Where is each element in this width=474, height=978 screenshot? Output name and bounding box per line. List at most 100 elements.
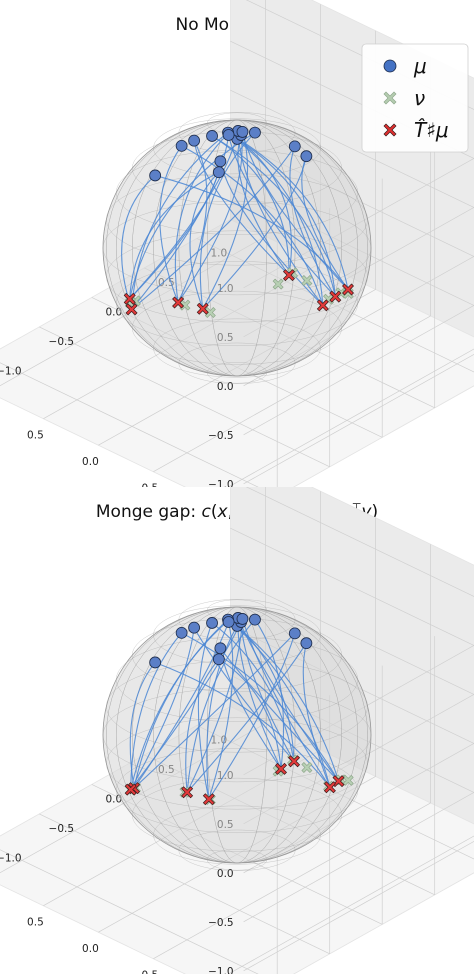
chart-svg-bottom: Monge gap: c(x, y) = arccos(x⊤y)−1.0−0.5… bbox=[0, 447, 474, 978]
transport-path bbox=[211, 622, 295, 762]
sphere-parallel bbox=[116, 748, 358, 833]
transport-path bbox=[219, 647, 339, 782]
mu-point bbox=[300, 150, 313, 163]
sphere-parallel bbox=[153, 805, 321, 865]
series-push bbox=[123, 269, 355, 316]
z-tick-label: −1.0 bbox=[208, 966, 234, 974]
transport-path bbox=[237, 617, 339, 782]
transport-path bbox=[155, 174, 349, 290]
x-tick-label: −0.5 bbox=[49, 336, 75, 348]
mu-point bbox=[175, 139, 188, 152]
mu-point bbox=[214, 642, 227, 655]
push-point bbox=[202, 793, 215, 806]
transport-path bbox=[236, 138, 292, 276]
transport-path bbox=[206, 625, 238, 800]
push-point bbox=[282, 269, 295, 282]
push-point bbox=[181, 786, 194, 799]
mu-point bbox=[188, 621, 200, 634]
nu-point bbox=[301, 762, 313, 774]
sphere-parallel bbox=[178, 829, 296, 871]
nu-point bbox=[272, 278, 284, 290]
chart-panel-no-monge-gap: No Monge gap−1.0−0.50.00.51.0−1.0−0.50.0… bbox=[0, 0, 474, 521]
series-push bbox=[124, 755, 345, 806]
sphere-parallel bbox=[116, 150, 358, 235]
transport-path bbox=[227, 132, 349, 290]
push-point bbox=[124, 783, 137, 796]
transport-path bbox=[174, 132, 230, 303]
transport-path bbox=[121, 175, 156, 310]
transport-path bbox=[241, 618, 331, 788]
transport-path bbox=[289, 146, 336, 297]
transport-path bbox=[302, 643, 331, 788]
x-tick-label: 0.0 bbox=[105, 306, 122, 318]
transport-path bbox=[130, 627, 195, 790]
mu-point bbox=[288, 627, 301, 640]
transport-path bbox=[177, 140, 208, 303]
nu-point bbox=[301, 275, 313, 287]
x-tick-label: 0.0 bbox=[105, 793, 122, 805]
transport-path bbox=[181, 145, 324, 306]
transport-path bbox=[130, 619, 230, 790]
push-point bbox=[342, 283, 355, 296]
legend-marker-push bbox=[383, 123, 397, 137]
chart-panel-monge-gap: Monge gap: c(x, y) = arccos(x⊤y)−1.0−0.5… bbox=[0, 447, 474, 978]
transport-path bbox=[129, 662, 156, 789]
mu-point bbox=[300, 637, 313, 650]
mu-point bbox=[236, 613, 249, 625]
y-tick-label: 0.0 bbox=[82, 943, 99, 955]
mu-point bbox=[222, 616, 235, 628]
transport-paths bbox=[129, 617, 340, 800]
transport-path bbox=[186, 642, 307, 793]
push-point bbox=[196, 302, 209, 315]
sphere-parallel bbox=[153, 318, 321, 378]
mu-point bbox=[149, 169, 162, 182]
series-mu bbox=[149, 612, 313, 669]
sphere-parallel bbox=[132, 777, 342, 852]
transport-path bbox=[227, 619, 331, 788]
mu-point bbox=[222, 129, 235, 141]
z-tick-label: −1.0 bbox=[208, 479, 234, 487]
transport-path bbox=[186, 618, 244, 793]
legend: μν T̂♯μ bbox=[361, 43, 469, 153]
push-point bbox=[275, 762, 288, 775]
z-tick-label: −0.5 bbox=[208, 430, 234, 442]
transport-path bbox=[199, 132, 256, 309]
sphere-parallel bbox=[153, 605, 321, 665]
sphere-parallel bbox=[207, 362, 267, 384]
sphere-parallel bbox=[132, 290, 342, 365]
legend-label: ν bbox=[414, 86, 425, 110]
mu-point bbox=[149, 656, 162, 669]
mu-point bbox=[249, 126, 261, 139]
legend-marker-nu bbox=[383, 91, 397, 105]
legend-marker-mu bbox=[383, 59, 397, 73]
mu-point bbox=[212, 653, 225, 666]
sphere-parallel bbox=[116, 637, 358, 722]
sphere-parallel bbox=[207, 849, 267, 871]
transport-path bbox=[197, 622, 213, 800]
sphere-wireframe bbox=[102, 112, 372, 384]
legend-label: T̂♯μ bbox=[414, 118, 449, 142]
y-tick-label: 0.0 bbox=[82, 456, 99, 468]
transport-path bbox=[211, 135, 290, 276]
y-tick-label: 0.5 bbox=[27, 917, 44, 929]
push-point bbox=[125, 303, 138, 316]
transport-path bbox=[185, 658, 220, 793]
sphere-parallel bbox=[178, 599, 296, 641]
nu-point bbox=[204, 306, 216, 318]
push-point bbox=[172, 296, 185, 309]
transport-path bbox=[228, 619, 340, 782]
sphere-meridian bbox=[207, 119, 267, 377]
series-mu bbox=[149, 125, 313, 182]
mu-point bbox=[206, 617, 218, 629]
sphere-parallel bbox=[106, 717, 368, 810]
transport-path bbox=[181, 632, 339, 782]
push-point bbox=[329, 290, 342, 303]
transport-path bbox=[133, 621, 230, 789]
push-point bbox=[123, 292, 136, 305]
mu-point bbox=[175, 626, 188, 639]
mu-point bbox=[288, 140, 301, 153]
sphere-parallel bbox=[102, 687, 372, 783]
push-point bbox=[288, 755, 301, 768]
transport-paths bbox=[121, 130, 349, 310]
sphere-parallel bbox=[153, 118, 321, 178]
